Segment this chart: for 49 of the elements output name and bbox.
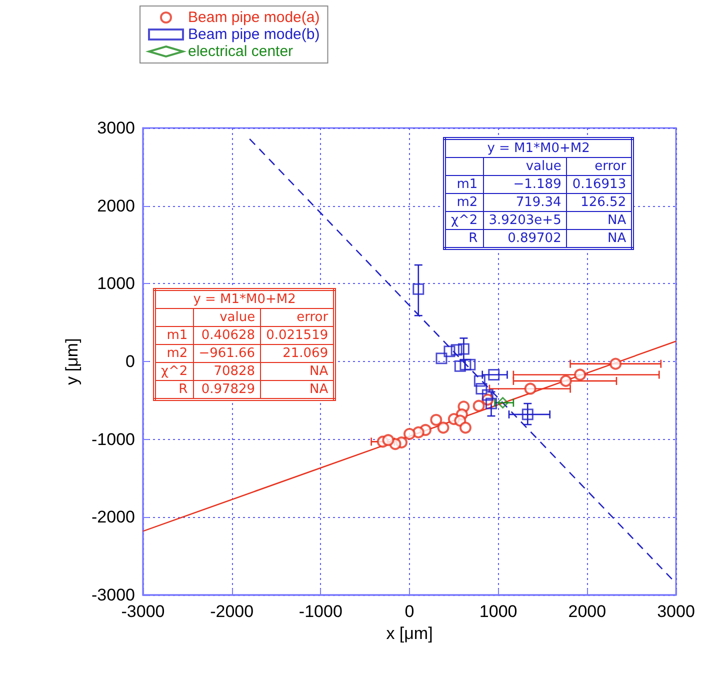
y-tick-label: -3000 xyxy=(92,586,135,604)
y-tick-label: 3000 xyxy=(97,118,135,138)
legend-label: Beam pipe mode(b) xyxy=(188,26,320,43)
annotation: error xyxy=(566,158,633,176)
annotation: NA xyxy=(566,212,633,230)
y-tick-label: -1000 xyxy=(92,430,135,449)
x-tick-label: -2000 xyxy=(210,602,254,621)
annotation: m1 xyxy=(154,326,194,344)
annotation: m2 xyxy=(444,194,484,212)
annotation: R xyxy=(154,380,194,400)
annotation: χ^2 xyxy=(154,362,194,380)
y-tick-label: 0 xyxy=(126,352,135,371)
legend-label: Beam pipe mode(a) xyxy=(188,9,320,26)
annotation: value xyxy=(193,308,261,326)
annotation: 719.34 xyxy=(483,194,567,212)
x-tick-label: 2000 xyxy=(568,602,606,621)
annotation: −1.189 xyxy=(483,176,567,194)
annotation: 126.52 xyxy=(566,194,633,212)
annotation: m1 xyxy=(444,176,484,194)
x-tick-label: 0 xyxy=(404,602,414,621)
annotation: error xyxy=(260,308,335,326)
annotation: NA xyxy=(260,362,335,380)
annotation: −961.66 xyxy=(193,344,261,362)
legend-label: electrical center xyxy=(188,43,294,60)
y-tick-label: 1000 xyxy=(97,274,135,294)
annotation: m2 xyxy=(154,344,194,362)
annotation: 70828 xyxy=(193,362,261,380)
x-axis-title: x [μm] xyxy=(386,624,433,643)
annotation: χ^2 xyxy=(444,212,484,230)
annotation: y = M1*M0+M2 xyxy=(154,290,335,308)
annotation: 0.89702 xyxy=(483,230,567,248)
y-tick-label: -2000 xyxy=(92,508,135,527)
annotation: 0.40628 xyxy=(193,326,261,344)
annotation: y = M1*M0+M2 xyxy=(444,138,633,158)
annotation: R xyxy=(444,230,484,248)
annotation: 0.021519 xyxy=(260,326,335,344)
annotation: NA xyxy=(260,380,335,400)
x-tick-label: 1000 xyxy=(479,602,518,621)
annotation: value xyxy=(483,158,567,176)
y-tick-label: 2000 xyxy=(97,196,135,216)
x-tick-label: -1000 xyxy=(298,602,342,621)
annotation: 21.069 xyxy=(260,344,335,362)
y-axis-title: y [μm] xyxy=(62,338,82,385)
x-tick-label: -3000 xyxy=(121,602,165,621)
annotation: 0.16913 xyxy=(566,176,633,194)
annotation: 0.97829 xyxy=(193,380,261,400)
annotation: 3.9203e+5 xyxy=(483,212,567,230)
x-tick-label: 3000 xyxy=(657,602,695,621)
annotation: NA xyxy=(566,230,633,248)
